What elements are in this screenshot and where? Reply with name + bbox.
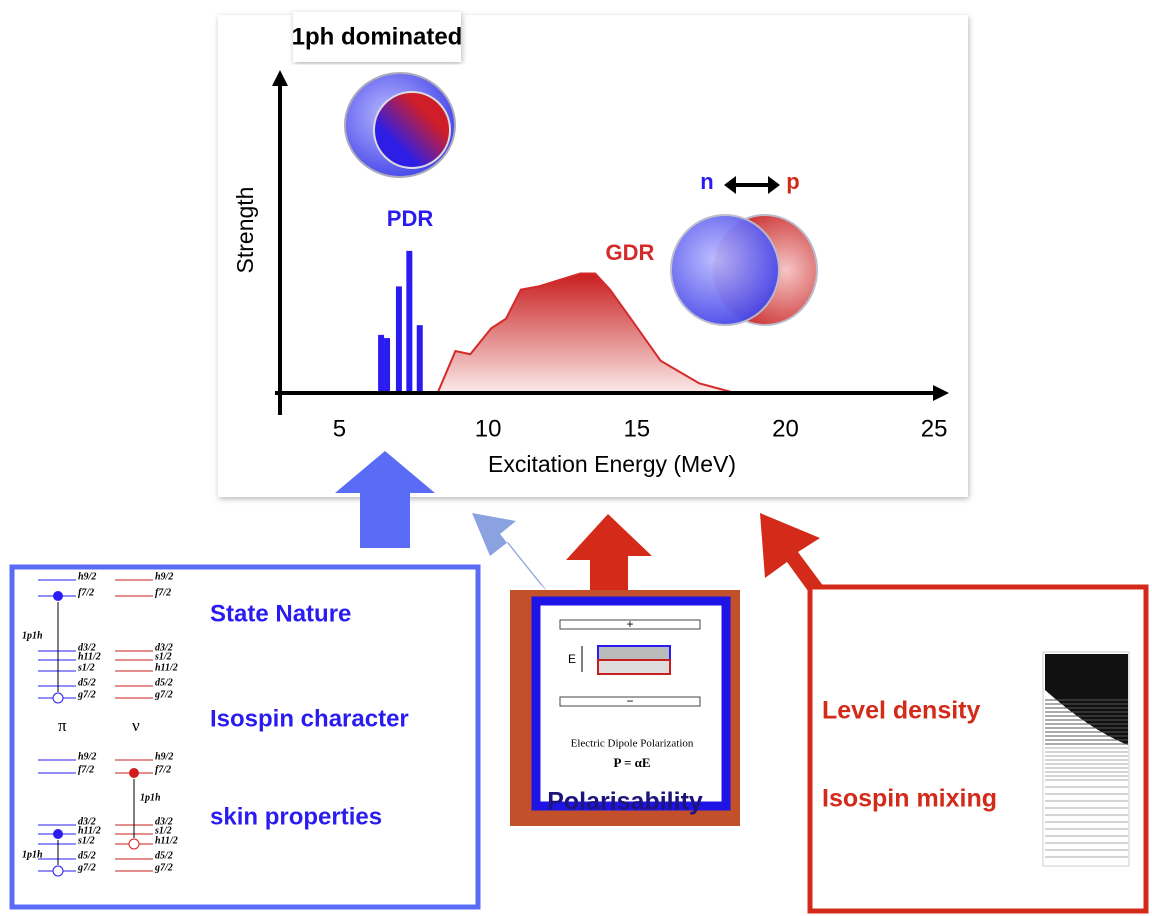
- y-axis-label: Strength: [232, 187, 258, 274]
- y-axis-arrow: [272, 70, 288, 86]
- x-tick-label: 15: [623, 415, 650, 442]
- level-label: s1/2: [154, 651, 172, 662]
- level-density-plot: [1042, 651, 1130, 867]
- particle: [53, 591, 63, 601]
- level-label: s1/2: [77, 662, 95, 673]
- proton-symbol: π: [58, 716, 67, 735]
- item: Isospin character: [210, 705, 409, 732]
- level-label: d5/2: [155, 677, 173, 688]
- x-tick-label: 25: [921, 415, 948, 442]
- double-arrow-heads: [724, 176, 780, 194]
- x-axis-label: Excitation Energy (MeV): [488, 451, 736, 477]
- field-label: E: [568, 652, 576, 666]
- level-label: d5/2: [78, 850, 96, 861]
- level-label: h11/2: [155, 662, 178, 673]
- x-tick-label: 20: [772, 415, 799, 442]
- x-tick-label: 10: [475, 415, 502, 442]
- level-label: h11/2: [155, 835, 178, 846]
- level-label: h11/2: [78, 825, 101, 836]
- level-label: h9/2: [155, 571, 173, 582]
- level-label: d3/2: [155, 816, 173, 827]
- x-axis-arrow: [933, 385, 949, 401]
- level-label: h9/2: [78, 571, 96, 582]
- hole: [52, 692, 64, 704]
- panel-title: Polarisability: [547, 788, 703, 816]
- pdr-bar: [378, 334, 385, 393]
- level-scheme: h9/2f7/2d3/2h11/2s1/2d5/2g7/2h9/2f7/2d3/…: [22, 571, 178, 877]
- level-label: f7/2: [78, 587, 94, 598]
- level-label: s1/2: [77, 835, 95, 846]
- ph-label: 1p1h: [140, 792, 161, 803]
- plot-card: [218, 15, 968, 497]
- left-panel: [9, 564, 481, 910]
- item: State Nature: [210, 600, 351, 627]
- item: Isospin mixing: [822, 785, 997, 813]
- hole: [128, 838, 140, 850]
- level-label: d3/2: [78, 816, 96, 827]
- level-label: f7/2: [78, 764, 94, 775]
- neutron-sphere: [670, 214, 780, 326]
- gdr-area: [436, 272, 736, 394]
- level-label: d3/2: [78, 642, 96, 653]
- nucleus-core: [373, 91, 451, 169]
- dipole: [597, 645, 671, 661]
- level-label: h11/2: [78, 651, 101, 662]
- series-label: GDR: [606, 240, 655, 265]
- item: Level density: [822, 697, 980, 725]
- hole: [52, 865, 64, 877]
- annotation-n: n: [700, 169, 713, 194]
- level-label: g7/2: [154, 689, 173, 700]
- level-label: h9/2: [155, 751, 173, 762]
- level-label: g7/2: [77, 689, 96, 700]
- title-box: [293, 12, 461, 62]
- pdr-bar: [384, 338, 391, 393]
- arrow-red: [566, 514, 652, 590]
- plate: [559, 619, 701, 630]
- series-label: PDR: [387, 206, 434, 231]
- level-label: d5/2: [78, 677, 96, 688]
- plus: +: [626, 617, 633, 631]
- ph-label: 1p1h: [22, 630, 43, 641]
- level-label: f7/2: [155, 587, 171, 598]
- particle: [53, 829, 63, 839]
- formula: P = αE: [613, 755, 650, 770]
- arrow-blue: [335, 451, 435, 548]
- level-label: g7/2: [77, 862, 96, 873]
- level-label: h9/2: [78, 751, 96, 762]
- neutron-symbol: ν: [132, 716, 140, 735]
- particle: [129, 768, 139, 778]
- plot: PDR GDR 5 10 15 20 25 Excitation Energy (MeV) St…: [232, 70, 949, 477]
- level-label: d3/2: [155, 642, 173, 653]
- arrow-lightblue: [472, 513, 548, 592]
- level-label: d5/2: [155, 850, 173, 861]
- dipole: [597, 659, 671, 675]
- chart-title: 1ph dominated: [292, 23, 463, 50]
- level-label: g7/2: [154, 862, 173, 873]
- level-label: f7/2: [155, 764, 171, 775]
- item: skin properties: [210, 803, 382, 830]
- minus: −: [626, 694, 633, 708]
- pdr-bar: [416, 325, 423, 393]
- annotation-p: p: [786, 169, 799, 194]
- level-label: s1/2: [154, 825, 172, 836]
- caption: Electric Dipole Polarization: [571, 738, 694, 750]
- x-tick-label: 5: [333, 415, 346, 442]
- pdr-bar: [406, 250, 413, 393]
- pdr-bar: [395, 286, 402, 393]
- ph-label: 1p1h: [22, 849, 43, 860]
- plate: [559, 696, 701, 707]
